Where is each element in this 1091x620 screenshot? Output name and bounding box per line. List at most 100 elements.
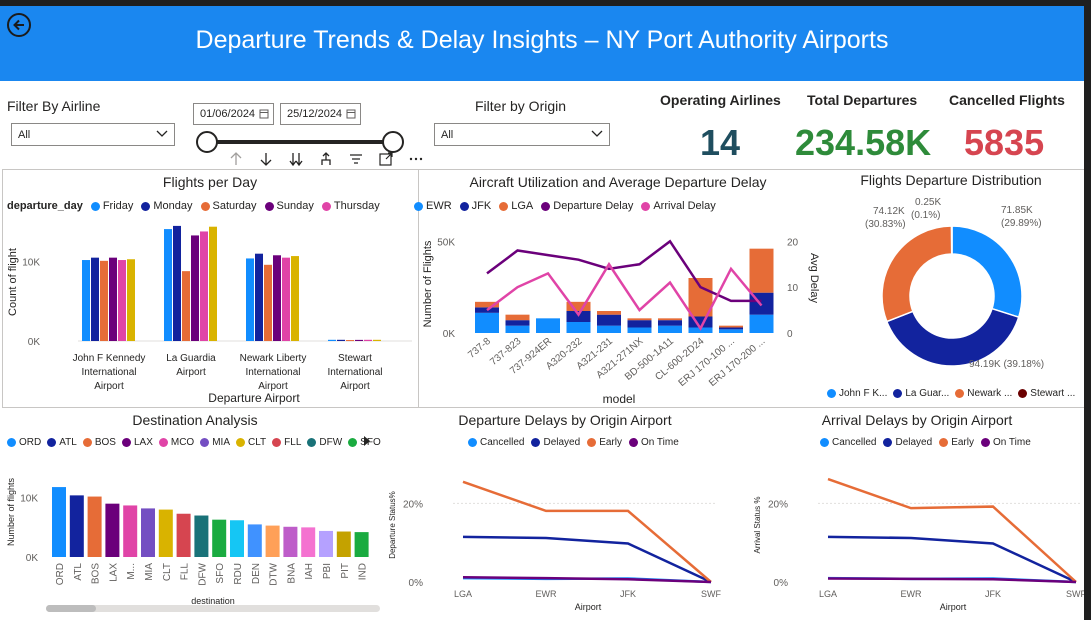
bar <box>749 314 774 333</box>
legend-item-delayed[interactable]: Delayed <box>531 437 580 448</box>
bar <box>658 320 682 326</box>
date-range-slider[interactable] <box>207 140 393 144</box>
x-tick-label: Airport <box>340 381 370 392</box>
legend-item-sfo[interactable]: SFO <box>348 437 381 448</box>
legend-item-mia[interactable]: MIA <box>200 437 230 448</box>
legend-item-lga[interactable]: LGA <box>499 200 533 212</box>
bar <box>364 339 372 341</box>
cancelled-flights-value: 5835 <box>964 122 1045 163</box>
bar <box>87 496 102 557</box>
x-tick-label: CLT <box>162 563 173 581</box>
legend-item-sunday[interactable]: Sunday <box>264 200 314 212</box>
legend-item-friday[interactable]: Friday <box>90 200 133 212</box>
x-tick-label: RDU <box>233 563 244 585</box>
horizontal-scrollbar[interactable] <box>46 605 380 612</box>
departure-status-legend: Cancelled Delayed Early On Time <box>468 437 679 448</box>
bar <box>475 307 499 313</box>
airline-dropdown[interactable]: All <box>11 123 175 146</box>
scrollbar-thumb[interactable] <box>46 605 96 612</box>
legend-item-ewr[interactable]: Newark ... <box>955 388 1012 399</box>
legend-item-monday[interactable]: Monday <box>141 200 193 212</box>
legend-item-saturday[interactable]: Saturday <box>200 200 257 212</box>
more-options-icon[interactable] <box>408 151 424 167</box>
bar <box>355 339 363 341</box>
x-tick-label: Airport <box>258 381 288 392</box>
legend-item-bos[interactable]: BOS <box>82 437 116 448</box>
legend-item-mco[interactable]: MCO <box>158 437 194 448</box>
bar <box>127 259 135 341</box>
back-button[interactable] <box>7 13 31 37</box>
x-tick-label: DEN <box>251 563 262 584</box>
legend-item-fll[interactable]: FLL <box>272 437 301 448</box>
x-tick-label: International <box>81 367 136 378</box>
y-tick-label: 20% <box>768 499 788 510</box>
date-slider-start-handle[interactable] <box>196 131 218 153</box>
legend-item-ord[interactable]: ORD <box>7 437 41 448</box>
legend-item-early[interactable]: Early <box>939 437 974 448</box>
legend-item-swf[interactable]: Stewart ... <box>1018 388 1075 399</box>
date-slider-end-handle[interactable] <box>382 131 404 153</box>
arrival-status-legend: Cancelled Delayed Early On Time <box>820 437 1031 448</box>
legend-item-clt[interactable]: CLT <box>236 437 266 448</box>
x-tick-label: JFK <box>620 589 636 599</box>
destination-analysis-chart[interactable]: 0K 10K Number of flights ORD ATL BOS LAX M... MI… <box>2 452 385 608</box>
line-series <box>827 535 1077 584</box>
expand-hierarchy-icon[interactable] <box>318 151 334 167</box>
end-date-input[interactable]: 25/12/2024 <box>280 103 361 125</box>
x-axis-title: destination <box>191 596 235 606</box>
legend-item-lga[interactable]: La Guar... <box>893 388 949 399</box>
legend-item-departure-delay[interactable]: Departure Delay <box>541 200 633 212</box>
x-tick-label: PBI <box>322 563 333 579</box>
legend-next-icon[interactable] <box>362 435 372 447</box>
origin-dropdown[interactable]: All <box>434 123 610 146</box>
line-series <box>462 576 712 584</box>
x-tick-label: Stewart <box>338 353 372 364</box>
legend-item-cancelled[interactable]: Cancelled <box>820 437 876 448</box>
bar <box>597 325 621 333</box>
legend-item-arrival-delay[interactable]: Arrival Delay <box>641 200 716 212</box>
filter-icon[interactable] <box>348 151 364 167</box>
legend-item-atl[interactable]: ATL <box>47 437 77 448</box>
legend-item-jfk[interactable]: John F K... <box>827 388 887 399</box>
legend-item-lax[interactable]: LAX <box>121 437 153 448</box>
bar <box>301 527 316 557</box>
right-window-bar <box>1084 6 1091 620</box>
y-tick-label: 50K <box>437 237 455 248</box>
arrow-left-icon <box>13 19 24 31</box>
panel-divider <box>418 169 419 408</box>
bar <box>688 316 713 328</box>
y-tick-label: 20% <box>403 499 423 510</box>
legend-item-on-time[interactable]: On Time <box>628 437 679 448</box>
legend-item-on-time[interactable]: On Time <box>980 437 1031 448</box>
departure-distribution-chart[interactable]: 71.85K (29.89%) 94.19K (39.18%) 74.12K (30.8… <box>819 190 1084 385</box>
legend-item-delayed[interactable]: Delayed <box>883 437 932 448</box>
double-arrow-down-icon[interactable] <box>288 151 304 167</box>
data-label: (30.83%) <box>865 219 906 230</box>
y-tick-label: 0K <box>443 329 456 340</box>
bar <box>209 226 217 341</box>
bar <box>505 325 530 333</box>
legend-item-dfw[interactable]: DFW <box>307 437 342 448</box>
bar <box>69 495 84 557</box>
x-tick-label: IND <box>358 563 369 580</box>
flights-per-day-title: Flights per Day <box>162 174 258 190</box>
focus-mode-icon[interactable] <box>378 151 394 167</box>
legend-item-ewr[interactable]: EWR <box>414 200 452 212</box>
legend-item-jfk[interactable]: JFK <box>459 200 491 212</box>
arrival-delays-chart[interactable]: 0% 20% Arrival Status % LGA EWR JFK SWF Airport <box>750 455 1084 615</box>
legend-item-early[interactable]: Early <box>587 437 622 448</box>
y-tick-label: 0% <box>409 578 424 589</box>
bar <box>658 318 682 321</box>
arrow-down-icon[interactable] <box>258 151 274 167</box>
arrow-up-icon[interactable] <box>228 151 244 167</box>
bar <box>176 513 191 557</box>
bar <box>597 314 621 326</box>
legend-item-thursday[interactable]: Thursday <box>321 200 380 212</box>
legend-item-cancelled[interactable]: Cancelled <box>468 437 524 448</box>
aircraft-utilization-chart[interactable]: 0K 50K 0 10 20 Number of Flights Avg Delay 737-… <box>419 214 819 407</box>
departure-delays-chart[interactable]: 0% 20% Departure Status% LGA EWR JFK SWF Airpor… <box>385 455 730 615</box>
bar <box>200 231 208 341</box>
start-date-input[interactable]: 01/06/2024 <box>193 103 274 125</box>
bar <box>566 322 591 333</box>
